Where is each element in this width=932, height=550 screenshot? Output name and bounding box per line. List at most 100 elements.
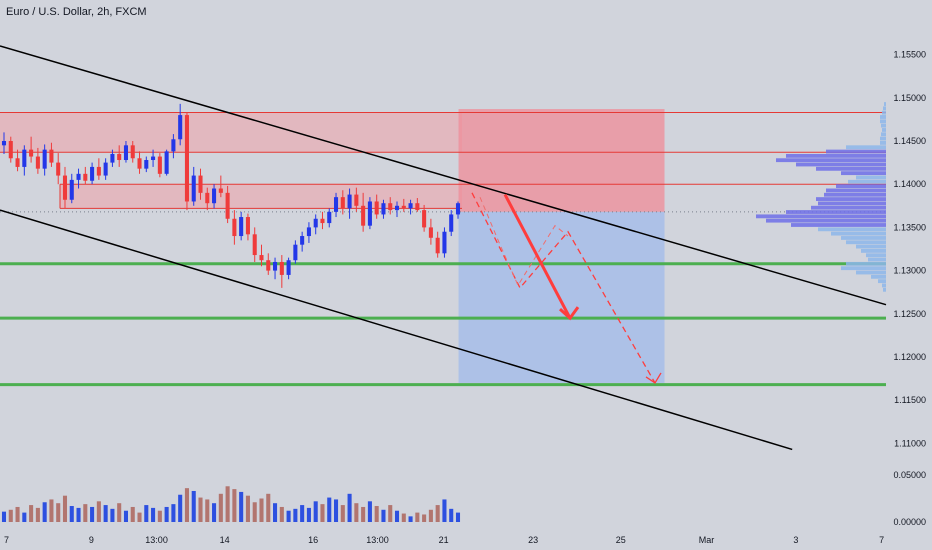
volume-bar [157, 510, 162, 522]
candle-body [252, 234, 257, 256]
volume-bar [171, 504, 176, 522]
time-tick-label: 7 [879, 535, 884, 545]
price-tick-label: 1.13500 [893, 222, 926, 232]
price-tick-label: 1.15000 [893, 93, 926, 103]
price-tick-label: 1.13000 [893, 266, 926, 276]
volume-bar [191, 490, 196, 522]
candle-body [245, 217, 250, 235]
volume-profile-bar [880, 136, 886, 141]
candle-body [306, 227, 311, 237]
price-axis: 1.15500 1.15000 1.14500 1.14000 1.13500 1.130… [893, 50, 926, 527]
candle-body [171, 139, 176, 152]
volume-bar [212, 503, 217, 522]
candle-body [76, 173, 81, 180]
volume-profile-bar [882, 110, 886, 115]
price-tick-label: 1.11000 [894, 438, 926, 448]
candle-body [374, 201, 379, 215]
candle-body [178, 115, 183, 140]
volume-profile-bar [816, 166, 886, 171]
candle-body [191, 175, 196, 202]
volume-bar [408, 516, 413, 522]
volume-bar [42, 502, 47, 522]
price-tick-label: 1.12500 [893, 309, 926, 319]
time-tick-label: 13:00 [366, 535, 389, 545]
candle-body [35, 156, 40, 169]
time-tick-label: 13:00 [145, 535, 168, 545]
volume-profile-bar [816, 197, 886, 201]
volume-bar [401, 513, 406, 522]
volume-bar [394, 510, 400, 522]
volume-profile-bar [868, 257, 886, 262]
candle-body [449, 214, 454, 232]
volume-bar [449, 508, 454, 522]
time-tick-label: Mar [699, 535, 715, 545]
volume-bar [205, 499, 210, 522]
volume-profile-bar [880, 119, 886, 124]
candle-body [266, 260, 271, 271]
volume-bar [110, 508, 115, 522]
projected-path-dashed [471, 192, 656, 384]
volume-bar [225, 486, 230, 522]
candle-body [347, 194, 352, 209]
volume-bar [245, 495, 250, 522]
volume-profile-bar [846, 240, 886, 245]
volume-profile-bar [824, 192, 886, 197]
price-tick-label: 1.14000 [893, 179, 926, 189]
candle-body [293, 244, 298, 261]
candle-body [394, 205, 400, 211]
volume-profile-bar [756, 214, 886, 219]
volume-bar [76, 507, 81, 522]
price-tick-label: 1.15500 [893, 50, 926, 60]
volume-bar [232, 489, 237, 522]
volume-bar [83, 504, 88, 522]
volume-bar [22, 512, 27, 522]
volume-bar [300, 505, 305, 522]
candle-body [62, 175, 68, 200]
candle-body [340, 197, 345, 209]
volume-bar [442, 499, 447, 522]
candle-body [157, 156, 162, 174]
volume-profile-bar [882, 128, 886, 132]
volume-bar [117, 503, 122, 522]
projected-path-inner [479, 196, 569, 287]
candle-body [320, 218, 325, 224]
candle-body [333, 197, 339, 212]
volume-bar [56, 503, 61, 522]
volume-bar [361, 506, 366, 522]
candle-body [218, 188, 223, 193]
volume-profile-bar [826, 149, 886, 154]
volume-bar [367, 501, 372, 522]
time-axis: 7 9 13:00 14 16 13:00 21 23 25 Mar 3 7 [4, 535, 884, 545]
volume-bar [279, 506, 284, 522]
volume-bar [347, 493, 352, 522]
time-tick-label: 25 [616, 535, 626, 545]
volume-profile-bar [836, 184, 886, 189]
volume-profile-bar [826, 188, 886, 193]
volume-bar [293, 508, 298, 522]
candle-body [8, 141, 13, 159]
volume-profile-bar [786, 153, 886, 158]
candle-body [29, 149, 34, 157]
volume-profile-bar [776, 158, 886, 163]
volume-profile-bar [841, 171, 886, 176]
volume-bar [273, 503, 278, 522]
candle-body [96, 166, 101, 176]
zones-layer [0, 109, 665, 383]
candle-body [327, 211, 332, 224]
candle-body [300, 236, 305, 245]
volume-bar [455, 512, 461, 522]
candle-body [15, 158, 20, 167]
candle-body [422, 210, 427, 228]
candle-body [83, 173, 88, 181]
resistance-zone-lower [60, 184, 462, 209]
time-tick-label: 9 [89, 535, 94, 545]
volume-bar [333, 499, 339, 522]
volume-bar [266, 493, 271, 522]
candle-body [151, 156, 156, 161]
volume-bar [354, 503, 359, 522]
resistance-zone-upper [0, 112, 462, 153]
candle-body [388, 203, 393, 211]
candle-body [49, 149, 54, 163]
